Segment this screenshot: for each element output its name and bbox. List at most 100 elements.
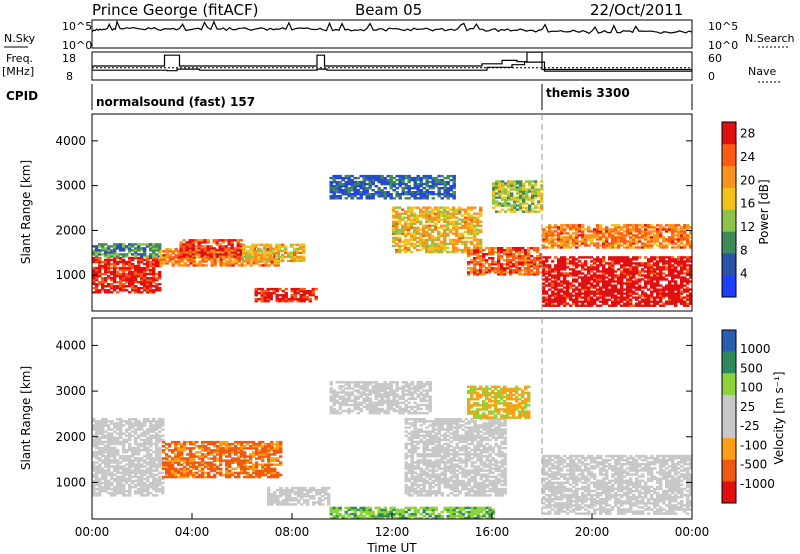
velocity-cell [92,428,96,431]
power-cell [560,300,564,303]
power-cell [254,259,258,263]
power-cell [626,296,630,299]
power-cell [437,180,441,184]
power-cell [494,267,498,270]
power-cell [531,190,535,193]
power-cell [647,288,651,291]
power-cell [168,256,172,259]
velocity-cell [113,436,117,439]
power-cell [407,218,411,221]
power-cell [668,260,672,263]
power-cell [677,292,681,295]
power-cell [614,256,618,259]
velocity-cell [134,469,138,472]
power-cell [395,187,399,190]
power-cell [578,226,582,229]
power-cell [605,280,609,283]
power-cell [195,262,199,265]
power-cell [587,238,591,241]
power-cell [401,193,405,196]
power-cell [629,258,633,261]
power-cell [590,276,594,279]
power-cell [260,290,264,293]
velocity-cell [171,440,175,444]
power-cell [647,260,651,263]
power-colorbar-tick: 8 [740,243,748,257]
power-cell [641,234,645,237]
power-cell [470,224,474,227]
power-cell [212,247,216,250]
power-cell [524,257,528,260]
power-cell [602,264,606,267]
velocity-cell [189,442,193,446]
power-cell [266,290,270,293]
power-cell [437,242,441,246]
power-cell [359,185,363,188]
velocity-cell [140,469,144,472]
power-cell [572,260,576,263]
velocity-cell [165,455,169,458]
power-cell [398,222,402,225]
power-cell [92,283,96,286]
velocity-cell [213,445,217,448]
power-cell [572,298,576,301]
power-cell [638,296,642,299]
power-cell [507,196,511,199]
velocity-cell [168,445,172,448]
power-cell [92,275,96,278]
velocity-cell [207,467,211,471]
power-cell [419,195,423,198]
velocity-cell [186,471,190,475]
power-cell [395,228,399,231]
power-cell [467,222,471,225]
power-cell [116,262,120,266]
power-cell [335,197,339,200]
power-cell [425,195,429,198]
power-cell [200,239,204,242]
velocity-cell [134,473,138,476]
power-cell [137,266,141,270]
velocity-cell [101,459,105,462]
power-cell [542,262,546,265]
power-cell [425,210,429,213]
power-cell [521,257,525,260]
power-cell [140,266,144,270]
velocity-cell [122,465,126,468]
power-cell [575,262,579,265]
power-cell [443,234,447,238]
power-cell [656,230,660,233]
power-cell [507,180,511,183]
power-cell [584,242,588,245]
power-cell [545,256,549,259]
power-cell [599,232,603,235]
power-cell [470,259,474,262]
power-cell [398,238,402,242]
power-cell [413,193,417,196]
power-cell [152,279,156,282]
power-cell [551,280,555,283]
velocity-cell [261,463,265,466]
power-cell [512,263,516,266]
power-cell [638,256,642,259]
velocity-cell [180,442,184,446]
power-cell [641,298,645,301]
power-cell [392,182,396,186]
power-cell [509,267,513,270]
power-cell [224,247,228,250]
power-cell [659,268,663,271]
velocity-cell [149,422,153,425]
power-cell [269,298,273,301]
velocity-cell [177,457,181,460]
power-cell [590,302,594,305]
power-cell [174,256,178,259]
velocity-cell [258,440,262,444]
velocity-cell [95,424,99,427]
power-cell [632,256,636,259]
velocity-cell [119,455,123,458]
power-cell [581,264,585,267]
power-cell [185,255,189,258]
velocity-cell [180,455,184,458]
power-cell [653,258,657,261]
power-cell [608,272,612,275]
power-cell [668,242,672,245]
